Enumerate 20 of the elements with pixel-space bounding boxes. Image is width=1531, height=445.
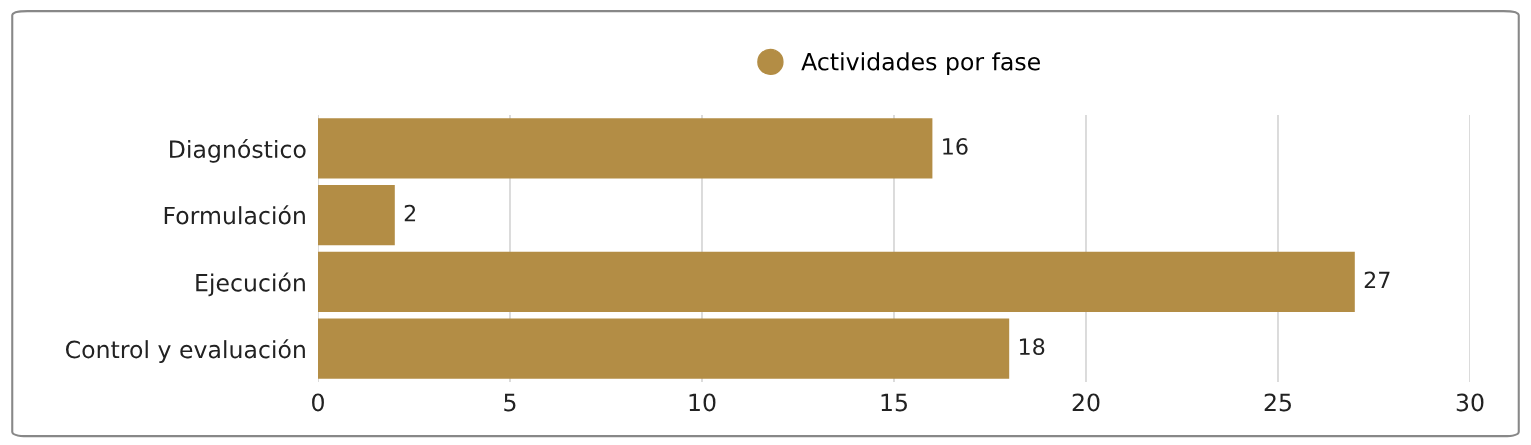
- data-label: 16: [943, 138, 968, 155]
- legend-label: Actividades por fase: [801, 52, 1040, 76]
- data-label: 18: [1019, 338, 1045, 356]
- data-label: 27: [1364, 271, 1390, 289]
- x-tick-label: 15: [881, 393, 907, 412]
- data-label: 2: [404, 204, 416, 222]
- bar: [318, 118, 933, 179]
- x-tick-label: 20: [1072, 393, 1100, 412]
- bar: [318, 318, 1010, 379]
- bar: [318, 251, 1355, 312]
- x-tick-label: 0: [312, 393, 324, 412]
- y-tick-label: Formulación: [164, 205, 305, 225]
- y-tick-label: Control y evaluación: [65, 339, 305, 363]
- y-tick-label: Ejecución: [196, 272, 305, 297]
- y-tick-label: Diagnóstico: [170, 138, 306, 163]
- bar: [318, 185, 395, 246]
- x-tick-label: 30: [1456, 393, 1484, 412]
- x-tick-label: 5: [504, 393, 516, 412]
- x-tick-label: 25: [1264, 393, 1291, 412]
- x-tick-label: 10: [689, 393, 716, 412]
